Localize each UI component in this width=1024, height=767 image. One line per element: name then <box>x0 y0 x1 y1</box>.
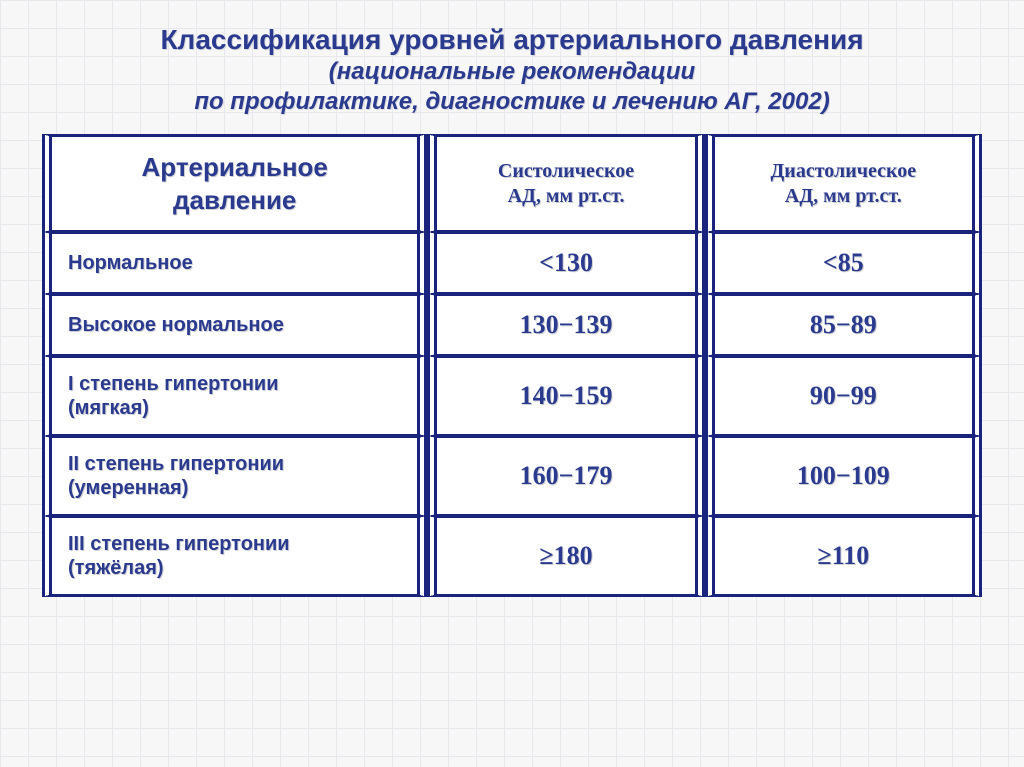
header-systolic: Систолическое АД, мм рт.ст. <box>427 134 704 232</box>
title-line-2: (национальные рекомендации <box>36 58 988 86</box>
slide: Классификация уровней артериального давл… <box>0 0 1024 767</box>
table-header-row: Артериальное давление Систолическое АД, … <box>42 134 982 232</box>
row-label: II степень гипертонии (умеренная) <box>42 436 427 516</box>
row-label: Высокое нормальное <box>42 294 427 356</box>
row-diastolic: 85−89 <box>705 294 982 356</box>
header-diastolic-line1: Диастолическое <box>771 160 917 182</box>
table-row: I степень гипертонии (мягкая) 140−159 90… <box>42 356 982 436</box>
table-row: Нормальное <130 <85 <box>42 232 982 294</box>
classification-table: Артериальное давление Систолическое АД, … <box>42 134 982 597</box>
header-category-line2: давление <box>173 185 296 215</box>
row-label: I степень гипертонии (мягкая) <box>42 356 427 436</box>
row-diastolic: <85 <box>705 232 982 294</box>
row-systolic: ≥180 <box>427 516 704 597</box>
header-category-line1: Артериальное <box>142 152 328 182</box>
title-line-1: Классификация уровней артериального давл… <box>36 24 988 56</box>
header-category: Артериальное давление <box>42 134 427 232</box>
row-diastolic: ≥110 <box>705 516 982 597</box>
row-diastolic: 90−99 <box>705 356 982 436</box>
row-systolic: <130 <box>427 232 704 294</box>
row-systolic: 160−179 <box>427 436 704 516</box>
header-diastolic-line2: АД, мм рт.ст. <box>785 185 902 207</box>
table-row: Высокое нормальное 130−139 85−89 <box>42 294 982 356</box>
title-line-3: по профилактике, диагностике и лечению А… <box>36 88 988 116</box>
bp-table: Артериальное давление Систолическое АД, … <box>42 134 982 597</box>
row-systolic: 140−159 <box>427 356 704 436</box>
table-row: III степень гипертонии (тяжёлая) ≥180 ≥1… <box>42 516 982 597</box>
header-systolic-line1: Систолическое <box>498 160 634 182</box>
table-row: II степень гипертонии (умеренная) 160−17… <box>42 436 982 516</box>
header-diastolic: Диастолическое АД, мм рт.ст. <box>705 134 982 232</box>
row-systolic: 130−139 <box>427 294 704 356</box>
row-diastolic: 100−109 <box>705 436 982 516</box>
title-block: Классификация уровней артериального давл… <box>36 24 988 116</box>
header-systolic-line2: АД, мм рт.ст. <box>508 185 625 207</box>
row-label: Нормальное <box>42 232 427 294</box>
row-label: III степень гипертонии (тяжёлая) <box>42 516 427 597</box>
